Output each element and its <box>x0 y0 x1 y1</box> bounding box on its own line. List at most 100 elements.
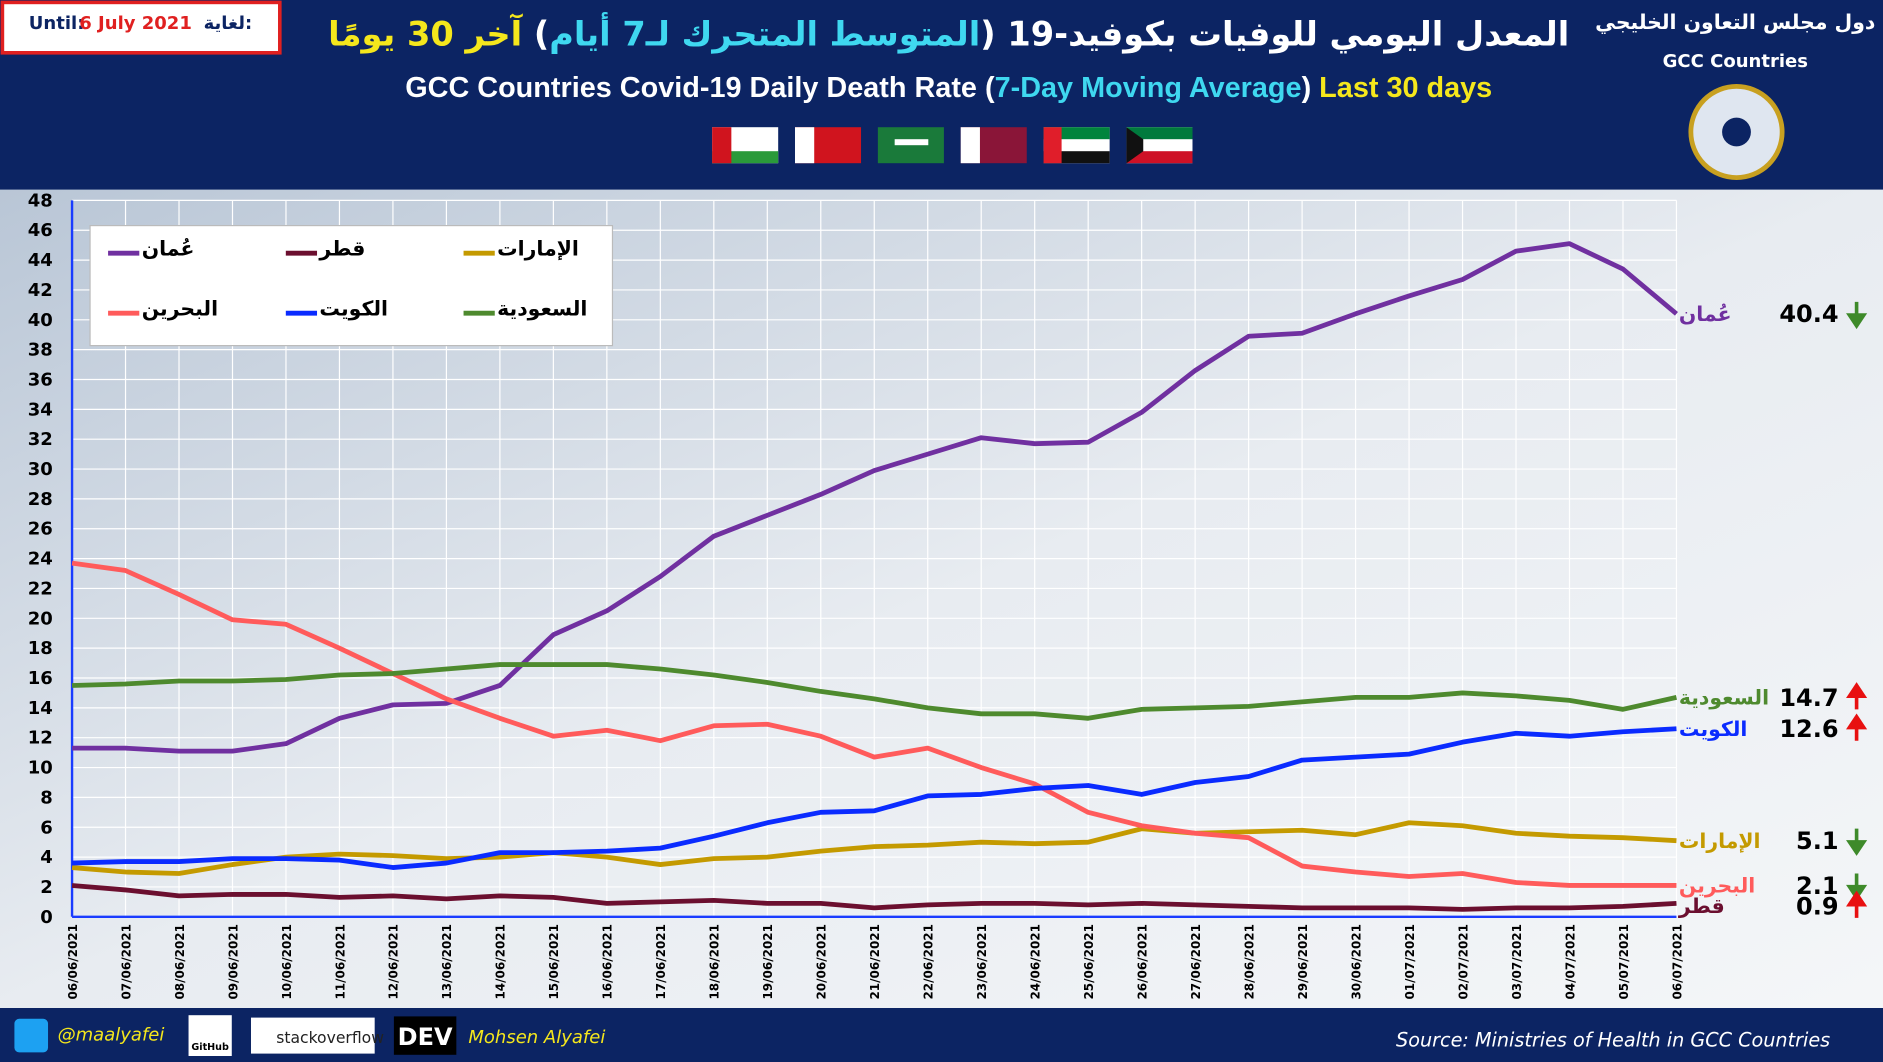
value-label: 5.1 <box>1796 827 1839 855</box>
series-line <box>71 560 1677 888</box>
x-tick-label: 09/06/2021 <box>226 924 240 1000</box>
y-tick-label: 12 <box>28 728 53 749</box>
x-tick-label: 01/07/2021 <box>1403 924 1417 1000</box>
y-tick-label: 36 <box>28 370 53 391</box>
title-en-part: 7-Day Moving Average <box>994 72 1302 105</box>
y-tick-label: 22 <box>28 578 53 599</box>
x-tick-label: 22/06/2021 <box>922 924 936 1000</box>
x-tick-label: 17/06/2021 <box>654 924 668 1000</box>
value-label: 12.6 <box>1779 715 1838 743</box>
x-tick-label: 26/06/2021 <box>1135 924 1149 1000</box>
x-tick-label: 11/06/2021 <box>333 924 347 1000</box>
y-tick-label: 34 <box>28 399 53 420</box>
until-date: 6 July 2021 <box>79 13 192 34</box>
y-tick-label: 26 <box>28 519 53 540</box>
y-tick-label: 20 <box>28 608 53 629</box>
y-tick-label: 0 <box>40 907 53 928</box>
y-tick-label: 48 <box>28 190 53 211</box>
end-label: الكويت <box>1679 717 1748 741</box>
x-tick-label: 03/07/2021 <box>1510 924 1524 1000</box>
x-tick-label: 23/06/2021 <box>975 924 989 1000</box>
y-tick-label: 40 <box>28 310 53 331</box>
legend-label: السعودية <box>497 297 587 321</box>
title-ar-part: آخر 30 يومًا <box>328 14 534 55</box>
x-tick-label: 28/06/2021 <box>1242 924 1256 1000</box>
title-ar: المعدل اليومي للوفيات بكوفيد-19 (المتوسط… <box>300 14 1597 54</box>
value-label: 14.7 <box>1779 684 1838 712</box>
footer-so: stackoverflow <box>276 1029 384 1047</box>
y-tick-label: 28 <box>28 489 53 510</box>
flags <box>712 127 1193 164</box>
github-icon <box>188 1015 232 1056</box>
value-label: 2.1 <box>1796 872 1839 900</box>
twitter-icon <box>14 1018 49 1053</box>
x-tick-label: 29/06/2021 <box>1296 924 1310 1000</box>
y-tick-label: 42 <box>28 280 53 301</box>
x-tick-label: 30/06/2021 <box>1349 924 1363 1000</box>
x-tick-label: 04/07/2021 <box>1563 924 1577 1000</box>
y-tick-label: 8 <box>40 787 53 808</box>
x-tick-label: 20/06/2021 <box>815 924 829 1000</box>
trend-arrow <box>1846 301 1868 330</box>
title-en-part: GCC Countries Covid-19 Daily Death Rate … <box>405 72 995 105</box>
y-tick-label: 38 <box>28 340 53 361</box>
y-tick-label: 2 <box>40 877 53 898</box>
legend-label: الإمارات <box>497 237 579 261</box>
legend-label: الكويت <box>319 297 388 321</box>
y-tick-label: 30 <box>28 459 53 480</box>
x-tick-label: 27/06/2021 <box>1189 924 1203 1000</box>
x-tick-label: 15/06/2021 <box>547 924 561 1000</box>
x-tick-label: 16/06/2021 <box>601 924 615 1000</box>
end-label: السعودية <box>1679 686 1769 710</box>
dev-icon <box>393 1016 457 1055</box>
y-tick-label: 44 <box>28 250 53 271</box>
title-en: GCC Countries Covid-19 Daily Death Rate … <box>300 72 1597 106</box>
x-tick-label: 19/06/2021 <box>761 924 775 1000</box>
trend-arrow <box>1846 873 1868 901</box>
org-en: GCC Countries <box>1663 51 1808 72</box>
trend-arrow <box>1846 713 1868 741</box>
x-tick-label: 08/06/2021 <box>173 924 187 1000</box>
org-ar: دول مجلس التعاون الخليجي <box>1595 10 1875 34</box>
until-label: Until: <box>29 13 85 34</box>
y-tick-label: 6 <box>40 817 53 838</box>
footer-handle: @maalyafei <box>58 1024 165 1045</box>
x-tick-label: 14/06/2021 <box>494 924 508 1000</box>
legend-label: قطر <box>318 237 365 261</box>
end-label: البحرين <box>1679 874 1755 898</box>
x-tick-label: 21/06/2021 <box>868 924 882 1000</box>
value-label: 0.9 <box>1796 892 1839 920</box>
x-tick-label: 18/06/2021 <box>708 924 722 1000</box>
x-tick-label: 24/06/2021 <box>1028 924 1042 1000</box>
series-line <box>71 883 1677 912</box>
end-label: قطر <box>1678 894 1725 918</box>
footer-source: Source: Ministries of Health in GCC Coun… <box>1396 1028 1830 1051</box>
x-tick-label: 05/07/2021 <box>1617 924 1631 1000</box>
x-tick-label: 02/07/2021 <box>1456 924 1470 1000</box>
x-tick-label: 25/06/2021 <box>1082 924 1096 1000</box>
series-line <box>72 241 1678 754</box>
gcc-logo-center <box>1722 117 1751 147</box>
series-line <box>71 662 1677 721</box>
until-label-ar: لغاية: <box>204 13 253 34</box>
y-tick-label: 46 <box>28 220 53 241</box>
x-tick-label: 06/07/2021 <box>1670 924 1684 1000</box>
footer-dev: DEV <box>398 1023 453 1051</box>
title-en-part: ) <box>1301 72 1312 105</box>
trend-arrow <box>1846 828 1868 856</box>
footer-github: GitHub <box>191 1042 229 1053</box>
title-en-part: Last 30 days <box>1311 72 1493 105</box>
footer-author: Mohsen Alyafei <box>468 1027 605 1048</box>
series-line <box>71 726 1677 870</box>
until-box <box>0 0 282 55</box>
x-tick-label: 13/06/2021 <box>440 924 454 1000</box>
y-tick-label: 14 <box>28 698 53 719</box>
x-tick-label: 10/06/2021 <box>280 924 294 1000</box>
so-icon <box>250 1017 375 1054</box>
title-ar-part: المعدل اليومي للوفيات بكوفيد-19 ( <box>980 14 1570 55</box>
value-label: 40.4 <box>1779 300 1838 328</box>
x-tick-label: 07/06/2021 <box>119 924 133 1000</box>
title-ar-part: المتوسط المتحرك لـ7 أيام <box>549 14 981 55</box>
